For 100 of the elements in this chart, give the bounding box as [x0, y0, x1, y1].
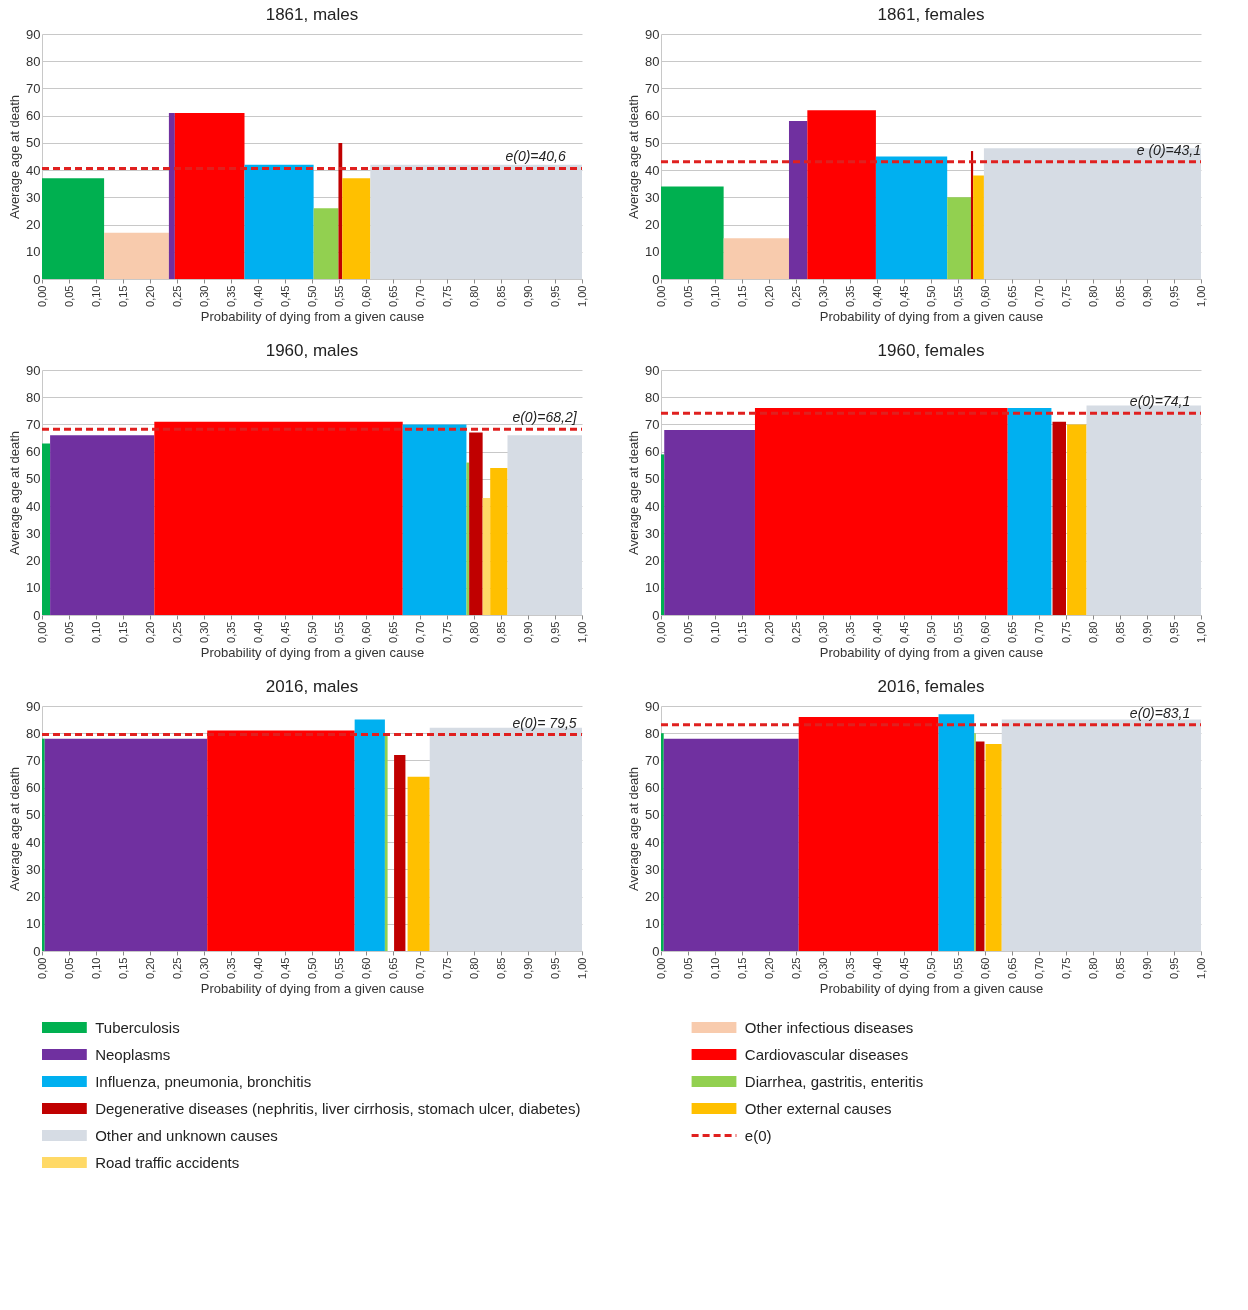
x-tick-label: 0,00 [654, 957, 667, 979]
x-tick-label: 0,10 [89, 285, 102, 307]
x-tick-label: 0,60 [978, 957, 991, 979]
y-tick-label: 0 [652, 607, 660, 623]
x-tick-label: 0,80 [1086, 621, 1099, 643]
y-tick-label: 70 [26, 752, 41, 768]
x-tick-label: 0,75 [1059, 957, 1072, 979]
x-tick-label: 0,40 [870, 621, 883, 643]
x-tick-label: 0,90 [1140, 621, 1153, 643]
y-tick-label: 10 [645, 916, 660, 932]
x-tick-label: 0,90 [521, 285, 534, 307]
y-tick-label: 30 [26, 189, 41, 205]
x-tick-label: 0,45 [278, 285, 291, 307]
x-tick-label: 0,55 [332, 285, 345, 307]
x-tick-label: 0,00 [35, 621, 48, 643]
y-tick-label: 20 [645, 553, 660, 569]
y-tick-label: 10 [26, 244, 41, 260]
x-tick-label: 0,70 [413, 621, 426, 643]
chart-title: 1960, males [265, 341, 359, 360]
x-tick-label: 0,00 [654, 621, 667, 643]
x-tick-label: 0,05 [681, 621, 694, 643]
y-tick-label: 20 [645, 889, 660, 905]
x-tick-label: 0,65 [1005, 957, 1018, 979]
x-tick-label: 0,30 [816, 621, 829, 643]
x-tick-label: 0,55 [332, 957, 345, 979]
legend-label: Road traffic accidents [95, 1153, 240, 1171]
y-axis-title: Average age at death [7, 766, 23, 892]
y-tick-label: 30 [26, 525, 41, 541]
x-tick-label: 0,50 [924, 957, 937, 979]
y-tick-label: 0 [33, 607, 41, 623]
y-tick-label: 20 [645, 217, 660, 233]
x-tick-label: 0,90 [521, 957, 534, 979]
x-tick-label: 0,90 [521, 621, 534, 643]
x-tick-label: 0,95 [548, 285, 561, 307]
x-tick-label: 0,85 [494, 621, 507, 643]
y-tick-label: 60 [26, 108, 41, 124]
y-tick-label: 60 [645, 108, 660, 124]
x-tick-label: 0,85 [1113, 285, 1126, 307]
y-tick-label: 50 [645, 135, 660, 151]
y-tick-label: 40 [26, 498, 41, 514]
y-tick-label: 30 [645, 189, 660, 205]
x-tick-label: 0,55 [332, 621, 345, 643]
x-tick-label: 0,85 [1113, 957, 1126, 979]
legend-label: Other and unknown causes [95, 1126, 278, 1144]
x-tick-label: 0,60 [359, 285, 372, 307]
y-tick-label: 70 [26, 80, 41, 96]
y-tick-label: 10 [26, 580, 41, 596]
x-tick-label: 0,45 [278, 957, 291, 979]
x-tick-label: 0,15 [735, 285, 748, 307]
x-tick-label: 0,00 [35, 957, 48, 979]
x-tick-label: 0,70 [1032, 957, 1045, 979]
y-axis-title: Average age at death [7, 430, 23, 556]
x-axis-title: Probability of dying from a given cause [819, 644, 1044, 660]
chart-title: 2016, females [877, 677, 985, 696]
x-tick-label: 0,25 [789, 285, 802, 307]
x-tick-label: 0,95 [1167, 957, 1180, 979]
y-tick-label: 20 [26, 889, 41, 905]
x-tick-label: 0,90 [1140, 957, 1153, 979]
x-tick-label: 0,30 [197, 285, 210, 307]
annotation: e(0)=68,2] [512, 409, 578, 426]
x-tick-label: 0,25 [170, 621, 183, 643]
annotation: e(0)=40,6 [505, 148, 567, 165]
y-tick-label: 0 [652, 271, 660, 287]
x-tick-label: 0,65 [1005, 285, 1018, 307]
x-tick-label: 1,00 [575, 621, 588, 643]
y-tick-label: 20 [26, 217, 41, 233]
x-tick-label: 0,10 [89, 621, 102, 643]
x-tick-label: 0,50 [305, 621, 318, 643]
x-tick-label: 0,20 [762, 285, 775, 307]
x-tick-label: 0,55 [951, 957, 964, 979]
x-tick-label: 0,50 [924, 285, 937, 307]
x-tick-label: 0,05 [62, 957, 75, 979]
x-tick-label: 0,70 [1032, 285, 1045, 307]
x-tick-label: 0,60 [359, 957, 372, 979]
x-tick-label: 0,65 [386, 285, 399, 307]
y-tick-label: 70 [26, 416, 41, 432]
x-tick-label: 0,45 [278, 621, 291, 643]
x-tick-label: 0,75 [440, 285, 453, 307]
x-tick-label: 0,60 [978, 285, 991, 307]
y-tick-label: 0 [33, 271, 41, 287]
y-tick-label: 70 [645, 80, 660, 96]
x-tick-label: 1,00 [575, 957, 588, 979]
y-tick-label: 40 [26, 834, 41, 850]
annotation: e(0)=74,1 [1129, 393, 1191, 410]
y-tick-label: 90 [645, 26, 660, 42]
chart-title: 1960, females [877, 341, 985, 360]
legend-label: Degenerative diseases (nephritis, liver cirrhosis, stomach ulcer, diabetes) [95, 1099, 581, 1117]
x-tick-label: 0,80 [467, 285, 480, 307]
y-tick-label: 30 [26, 861, 41, 877]
x-tick-label: 1,00 [1194, 285, 1207, 307]
x-tick-label: 0,70 [1032, 621, 1045, 643]
x-tick-label: 0,40 [251, 285, 264, 307]
x-tick-label: 0,35 [843, 621, 856, 643]
x-tick-label: 0,15 [116, 285, 129, 307]
y-tick-label: 90 [26, 26, 41, 42]
x-tick-label: 0,15 [735, 957, 748, 979]
x-tick-label: 0,20 [762, 621, 775, 643]
y-tick-label: 40 [645, 834, 660, 850]
y-tick-label: 30 [645, 861, 660, 877]
y-tick-label: 50 [645, 471, 660, 487]
